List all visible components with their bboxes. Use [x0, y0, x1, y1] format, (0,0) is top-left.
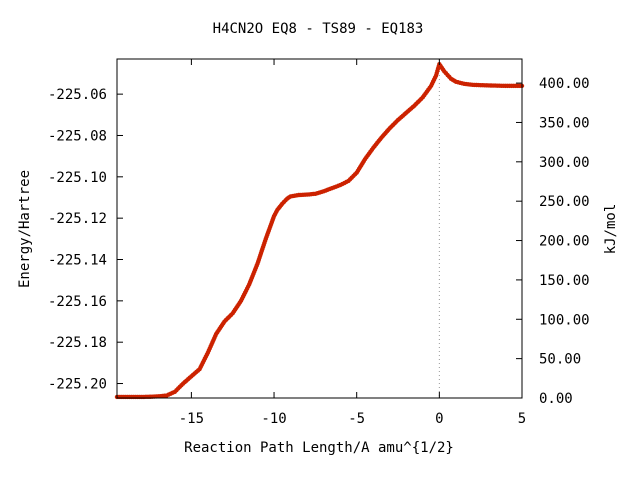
y-tick-label: -225.10: [48, 170, 107, 186]
ticks-layer: -15 -10 -5 0 5 -225.06 -225.08 -225.10 -225.12 -2…: [48, 59, 590, 427]
y-tick-label: -225.20: [48, 377, 107, 393]
y2-tick-label: 250.00: [539, 194, 590, 210]
x-tick-label: -15: [179, 411, 204, 427]
y2-tick-label: 100.00: [539, 312, 590, 328]
y2-axis-label: kJ/mol: [603, 204, 619, 255]
y2-tick-label: 200.00: [539, 234, 590, 250]
y2-tick-label: 400.00: [539, 76, 590, 92]
x-tick-label: -5: [348, 411, 365, 427]
y2-tick-label: 300.00: [539, 155, 590, 171]
x-tick-label: 0: [435, 411, 443, 427]
y2-tick-label: 50.00: [539, 352, 581, 368]
y2-tick-label: 150.00: [539, 273, 590, 289]
y-tick-label: -225.18: [48, 335, 107, 351]
x-tick-label: 5: [518, 411, 526, 427]
series-layer: [114, 61, 525, 400]
y-axis-label: Energy/Hartree: [17, 170, 33, 288]
y-tick-label: -225.16: [48, 294, 107, 310]
y-tick-label: -225.14: [48, 253, 107, 269]
plot-frame: [116, 58, 523, 399]
series-line: [117, 62, 522, 398]
y-tick-label: -225.06: [48, 87, 107, 103]
y2-tick-label: 350.00: [539, 115, 590, 131]
y-tick-label: -225.12: [48, 211, 107, 227]
chart-title: H4CN2O EQ8 - TS89 - EQ183: [213, 21, 424, 37]
x-axis-label: Reaction Path Length/A amu^{1/2}: [184, 440, 454, 456]
x-tick-label: -10: [261, 411, 286, 427]
y2-tick-label: 0.00: [539, 391, 573, 407]
y-tick-label: -225.08: [48, 128, 107, 144]
